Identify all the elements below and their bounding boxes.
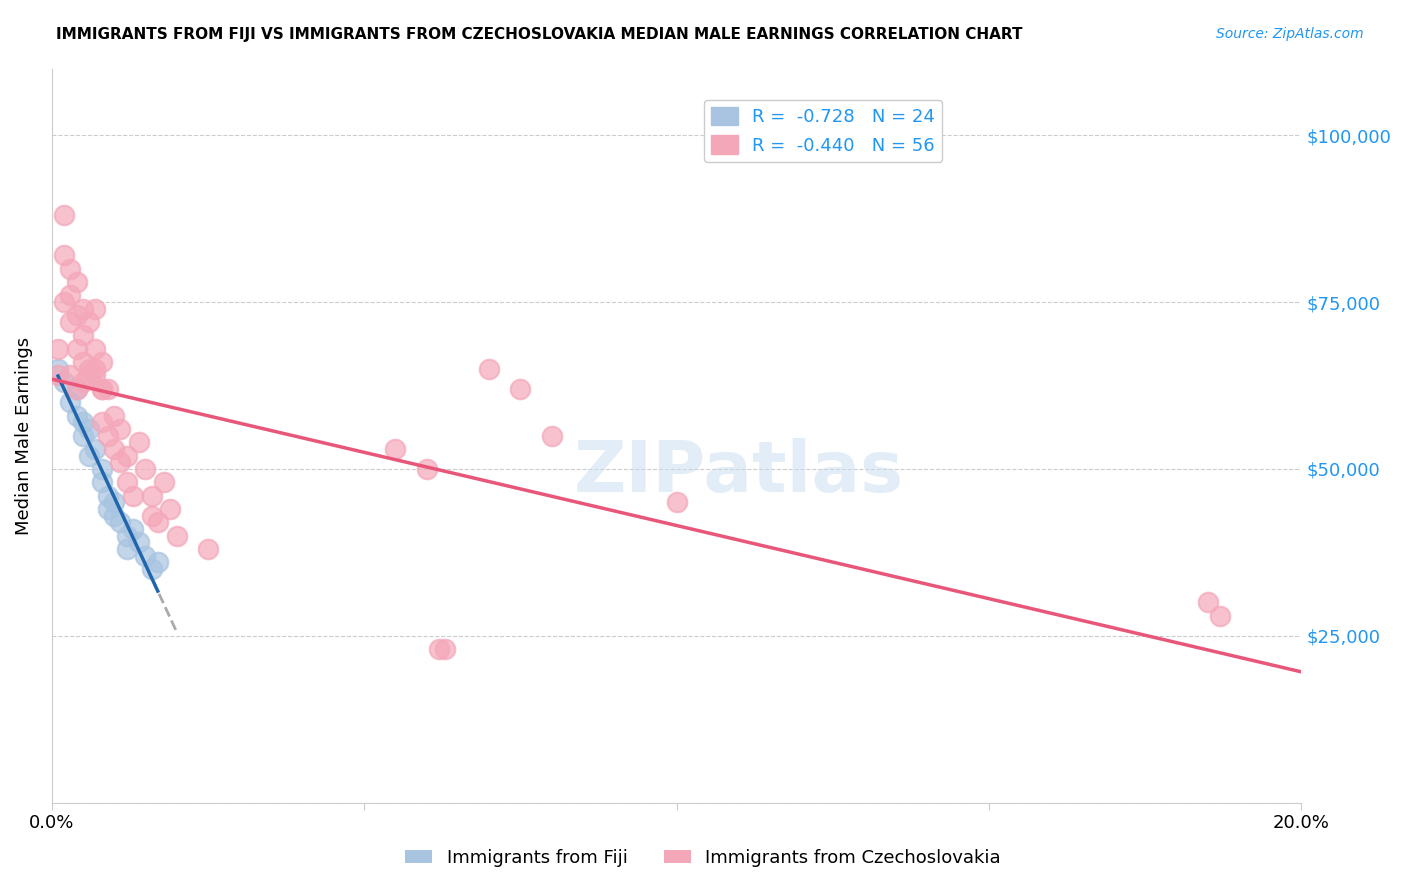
Point	[103, 508, 125, 523]
Point	[122, 489, 145, 503]
Point	[141, 489, 163, 503]
Point	[478, 361, 501, 376]
Point	[59, 288, 82, 302]
Point	[66, 342, 89, 356]
Point	[115, 541, 138, 556]
Point	[72, 415, 94, 429]
Text: Source: ZipAtlas.com: Source: ZipAtlas.com	[1216, 27, 1364, 41]
Point	[90, 415, 112, 429]
Point	[122, 522, 145, 536]
Point	[90, 382, 112, 396]
Point	[110, 516, 132, 530]
Point	[77, 315, 100, 329]
Point	[1209, 608, 1232, 623]
Point	[90, 462, 112, 476]
Point	[665, 495, 688, 509]
Point	[384, 442, 406, 456]
Point	[84, 301, 107, 316]
Point	[115, 529, 138, 543]
Point	[59, 315, 82, 329]
Point	[72, 355, 94, 369]
Point	[115, 449, 138, 463]
Point	[97, 489, 120, 503]
Point	[128, 535, 150, 549]
Point	[77, 361, 100, 376]
Point	[166, 529, 188, 543]
Point	[134, 462, 156, 476]
Point	[103, 409, 125, 423]
Point	[427, 642, 450, 657]
Point	[46, 368, 69, 383]
Point	[197, 541, 219, 556]
Point	[509, 382, 531, 396]
Point	[59, 368, 82, 383]
Point	[66, 382, 89, 396]
Point	[72, 328, 94, 343]
Point	[66, 382, 89, 396]
Point	[110, 455, 132, 469]
Point	[66, 275, 89, 289]
Point	[115, 475, 138, 490]
Point	[97, 502, 120, 516]
Point	[84, 361, 107, 376]
Point	[153, 475, 176, 490]
Point	[97, 428, 120, 442]
Legend: Immigrants from Fiji, Immigrants from Czechoslovakia: Immigrants from Fiji, Immigrants from Cz…	[398, 842, 1008, 874]
Point	[77, 368, 100, 383]
Point	[159, 502, 181, 516]
Point	[53, 208, 76, 222]
Point	[1197, 595, 1219, 609]
Point	[53, 295, 76, 310]
Point	[141, 508, 163, 523]
Point	[103, 442, 125, 456]
Point	[72, 301, 94, 316]
Point	[53, 375, 76, 389]
Point	[46, 361, 69, 376]
Point	[77, 449, 100, 463]
Point	[66, 409, 89, 423]
Point	[90, 382, 112, 396]
Point	[146, 516, 169, 530]
Point	[53, 248, 76, 262]
Point	[415, 462, 437, 476]
Point	[66, 309, 89, 323]
Point	[103, 495, 125, 509]
Point	[72, 375, 94, 389]
Point	[77, 422, 100, 436]
Point	[141, 562, 163, 576]
Y-axis label: Median Male Earnings: Median Male Earnings	[15, 336, 32, 534]
Point	[540, 428, 562, 442]
Point	[72, 428, 94, 442]
Point	[84, 368, 107, 383]
Point	[84, 342, 107, 356]
Point	[434, 642, 457, 657]
Point	[59, 261, 82, 276]
Point	[59, 395, 82, 409]
Text: ZIPatlas: ZIPatlas	[574, 438, 904, 507]
Point	[84, 442, 107, 456]
Point	[46, 342, 69, 356]
Point	[128, 435, 150, 450]
Point	[97, 382, 120, 396]
Point	[90, 355, 112, 369]
Text: IMMIGRANTS FROM FIJI VS IMMIGRANTS FROM CZECHOSLOVAKIA MEDIAN MALE EARNINGS CORR: IMMIGRANTS FROM FIJI VS IMMIGRANTS FROM …	[56, 27, 1022, 42]
Point	[134, 549, 156, 563]
Legend: R =  -0.728   N = 24, R =  -0.440   N = 56: R = -0.728 N = 24, R = -0.440 N = 56	[703, 100, 942, 161]
Point	[146, 555, 169, 569]
Point	[110, 422, 132, 436]
Point	[90, 475, 112, 490]
